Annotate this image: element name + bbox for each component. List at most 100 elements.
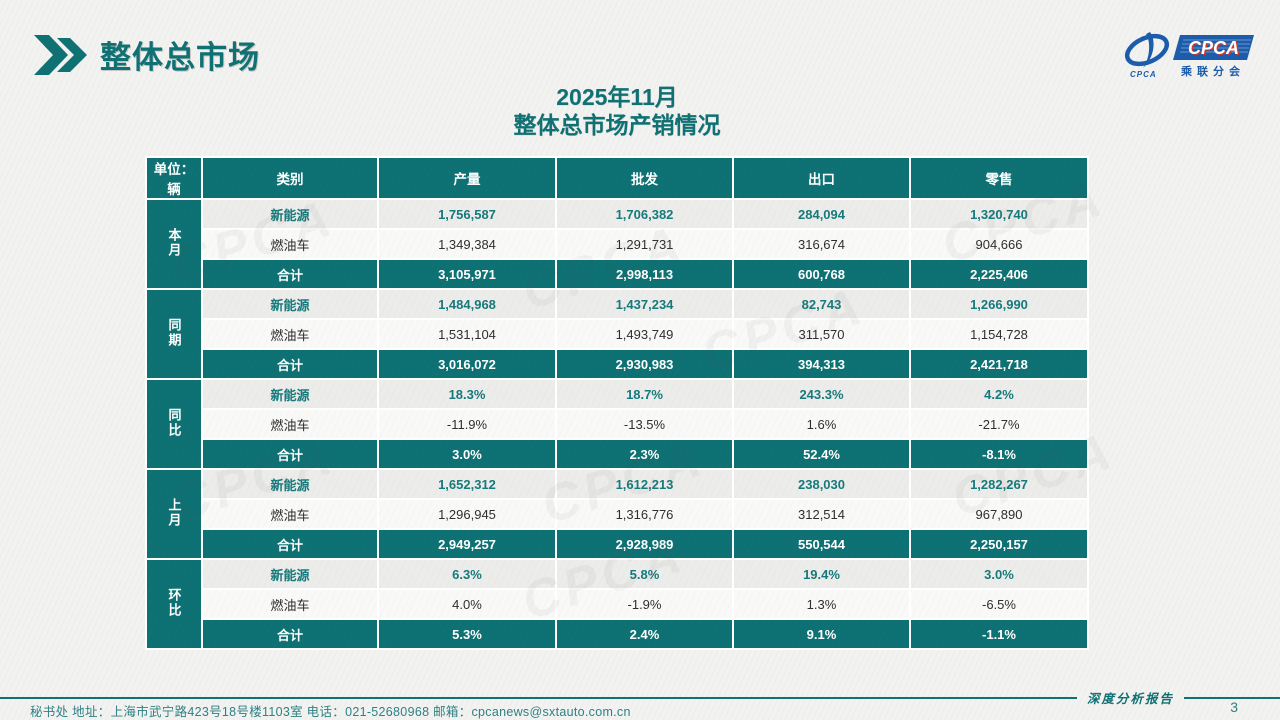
emblem-caption: CPCA: [1130, 70, 1157, 79]
value-cell: 1,291,731: [557, 230, 732, 258]
value-cell: -13.5%: [557, 410, 732, 438]
value-cell: 2,949,257: [379, 530, 555, 558]
value-cell: 284,094: [734, 200, 909, 228]
table-row: 合计 5.3% 2.4% 9.1% -1.1%: [147, 620, 1087, 648]
value-cell: -8.1%: [911, 440, 1087, 468]
category-cell: 合计: [203, 350, 377, 378]
footer-divider: 深度分析报告: [0, 688, 1280, 707]
category-cell: 燃油车: [203, 410, 377, 438]
value-cell: 2.4%: [557, 620, 732, 648]
value-cell: 1,484,968: [379, 290, 555, 318]
value-cell: 2,930,983: [557, 350, 732, 378]
value-cell: 1.6%: [734, 410, 909, 438]
page-number: 3: [1230, 699, 1238, 715]
page-title: 整体总市场: [100, 40, 260, 75]
row-group-current-month: 本月 新能源 1,756,587 1,706,382 284,094 1,320…: [147, 200, 1087, 288]
value-cell: 2,928,989: [557, 530, 732, 558]
table-row: 燃油车 1,296,945 1,316,776 312,514 967,890: [147, 500, 1087, 528]
value-cell: 2,998,113: [557, 260, 732, 288]
value-cell: 1,612,213: [557, 470, 732, 498]
market-table: 单位：辆 类别 产量 批发 出口 零售 本月 新能源 1,756,587 1,7…: [145, 156, 1089, 650]
value-cell: 2,225,406: [911, 260, 1087, 288]
value-cell: 2,250,157: [911, 530, 1087, 558]
logo-text-shadow: CPCA: [1189, 39, 1240, 59]
value-cell: 2.3%: [557, 440, 732, 468]
value-cell: 394,313: [734, 350, 909, 378]
row-group-label: 环比: [147, 560, 201, 648]
value-cell: 600,768: [734, 260, 909, 288]
unit-label: 单位：辆: [147, 158, 201, 198]
table-row: 同比 新能源 18.3% 18.7% 243.3% 4.2%: [147, 380, 1087, 468]
table-row: 同期 新能源 1,484,968 1,437,234 82,743 1,266,…: [147, 290, 1087, 378]
col-header-wholesale: 批发: [557, 158, 732, 198]
value-cell: 1.3%: [734, 590, 909, 618]
value-cell: 18.3%: [379, 380, 555, 408]
table-title: 2025年11月 整体总市场产销情况: [145, 83, 1089, 139]
value-cell: 967,890: [911, 500, 1087, 528]
table-row: 上月 新能源 1,652,312 1,612,213 238,030 1,282…: [147, 470, 1087, 558]
value-cell: 550,544: [734, 530, 909, 558]
page-header: 整体总市场: [34, 32, 260, 77]
category-cell: 合计: [203, 260, 377, 288]
category-cell: 新能源: [203, 470, 377, 498]
row-group-label: 同期: [147, 290, 201, 378]
value-cell: 1,756,587: [379, 200, 555, 228]
table-row: 本月 新能源 1,756,587 1,706,382 284,094 1,320…: [147, 200, 1087, 288]
category-cell: 合计: [203, 530, 377, 558]
table-row: 燃油车 4.0% -1.9% 1.3% -6.5%: [147, 590, 1087, 618]
value-cell: 904,666: [911, 230, 1087, 258]
value-cell: 3.0%: [911, 560, 1087, 588]
table-row: 环比 新能源 6.3% 5.8% 19.4% 3.0%: [147, 560, 1087, 648]
value-cell: 5.8%: [557, 560, 732, 588]
cpca-emblem-icon: CPCA: [1124, 32, 1170, 79]
value-cell: 1,349,384: [379, 230, 555, 258]
category-cell: 新能源: [203, 380, 377, 408]
col-header-production: 产量: [379, 158, 555, 198]
footer-contact-info: 秘书处 地址：上海市武宁路423号18号楼1103室 电话：021-526809…: [30, 705, 631, 719]
value-cell: 3.0%: [379, 440, 555, 468]
value-cell: 1,154,728: [911, 320, 1087, 348]
value-cell: 1,652,312: [379, 470, 555, 498]
value-cell: 3,016,072: [379, 350, 555, 378]
value-cell: -21.7%: [911, 410, 1087, 438]
cpca-logo: CPCA CPCA CPCA 乘联分会: [1122, 30, 1254, 85]
table-row: 燃油车 1,349,384 1,291,731 316,674 904,666: [147, 230, 1087, 258]
value-cell: 19.4%: [734, 560, 909, 588]
category-cell: 新能源: [203, 200, 377, 228]
value-cell: -11.9%: [379, 410, 555, 438]
value-cell: 1,493,749: [557, 320, 732, 348]
value-cell: 6.3%: [379, 560, 555, 588]
value-cell: 311,570: [734, 320, 909, 348]
row-group-last-month: 上月 新能源 1,652,312 1,612,213 238,030 1,282…: [147, 470, 1087, 558]
category-cell: 燃油车: [203, 230, 377, 258]
value-cell: -1.1%: [911, 620, 1087, 648]
logo-subtitle: 乘联分会: [1180, 64, 1245, 78]
value-cell: 1,282,267: [911, 470, 1087, 498]
row-group-mom: 环比 新能源 6.3% 5.8% 19.4% 3.0% 燃油车 4.0% -1.…: [147, 560, 1087, 648]
value-cell: 312,514: [734, 500, 909, 528]
col-header-category: 类别: [203, 158, 377, 198]
value-cell: 2,421,718: [911, 350, 1087, 378]
value-cell: 5.3%: [379, 620, 555, 648]
col-header-retail: 零售: [911, 158, 1087, 198]
value-cell: 52.4%: [734, 440, 909, 468]
row-group-label: 同比: [147, 380, 201, 468]
value-cell: 238,030: [734, 470, 909, 498]
value-cell: 4.0%: [379, 590, 555, 618]
table-title-line1: 2025年11月: [556, 84, 678, 110]
table-header-row: 单位：辆 类别 产量 批发 出口 零售: [147, 158, 1087, 198]
value-cell: 1,316,776: [557, 500, 732, 528]
category-cell: 新能源: [203, 290, 377, 318]
table-title-line2: 整体总市场产销情况: [513, 112, 721, 138]
value-cell: -1.9%: [557, 590, 732, 618]
table-row: 燃油车 -11.9% -13.5% 1.6% -21.7%: [147, 410, 1087, 438]
category-cell: 新能源: [203, 560, 377, 588]
row-group-same-period: 同期 新能源 1,484,968 1,437,234 82,743 1,266,…: [147, 290, 1087, 378]
cpca-wordmark: CPCA CPCA 乘联分会: [1173, 35, 1254, 78]
category-cell: 燃油车: [203, 590, 377, 618]
table-row: 燃油车 1,531,104 1,493,749 311,570 1,154,72…: [147, 320, 1087, 348]
value-cell: 1,320,740: [911, 200, 1087, 228]
value-cell: 9.1%: [734, 620, 909, 648]
row-group-label: 本月: [147, 200, 201, 288]
table-row: 合计 3,105,971 2,998,113 600,768 2,225,406: [147, 260, 1087, 288]
